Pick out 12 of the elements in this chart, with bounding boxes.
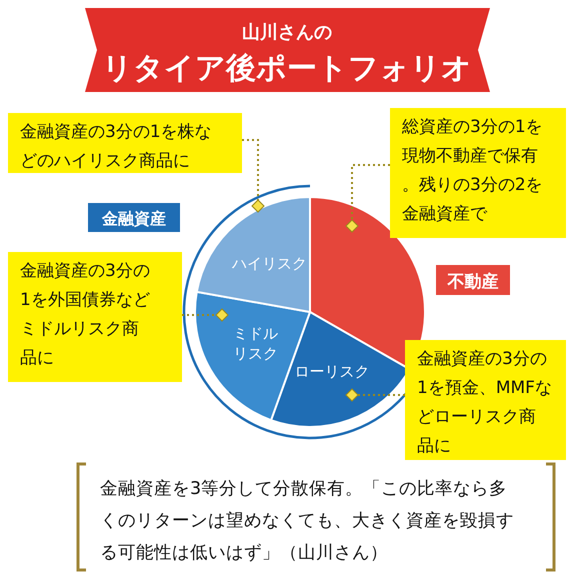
text: 金融資産の3分の1を株などのハイリスク商品に	[20, 122, 212, 171]
slice-label: ローリスク	[294, 362, 370, 380]
text: 総資産の3分の1を現物不動産で保有。残りの3分の2を金融資産で	[401, 117, 543, 224]
slice-label: 不動産	[446, 272, 498, 292]
text: 金融資産の3分の1を外国債券などミドルリスク商品に	[20, 261, 150, 368]
chart-subtitle: 山川さんの	[242, 22, 332, 43]
text: 金融資産の3分の1を預金、MMFなどローリスク商品に	[417, 349, 552, 456]
chart-title: リタイア後ポートフォリオ	[102, 51, 472, 86]
slice-label: ミドルリスク	[232, 324, 278, 363]
text: 金融資産を3等分して分散保有。「この比率なら多くのリターンは望めなくても、大きく資産を毀損する可能性は低いはず」（山川さん）	[100, 478, 514, 563]
text: 金融資産	[101, 209, 166, 228]
slice-label: ハイリスク	[230, 254, 307, 273]
